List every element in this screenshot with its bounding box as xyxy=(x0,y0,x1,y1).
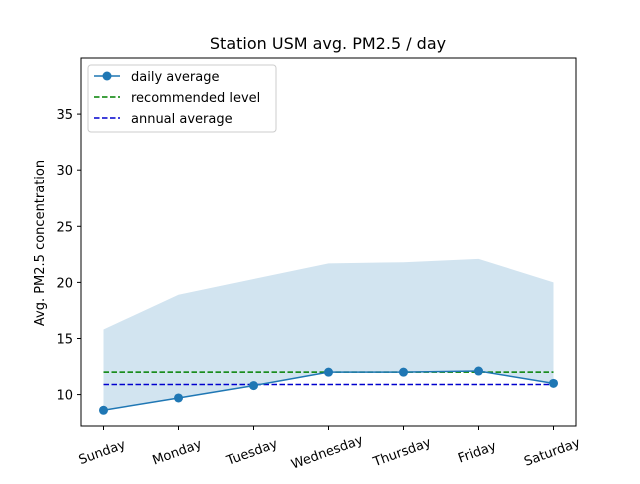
data-point-thursday xyxy=(399,367,408,377)
y-tick-label-35: 35 xyxy=(56,108,73,123)
data-point-tuesday xyxy=(249,381,258,391)
legend-marker-daily-average xyxy=(102,71,112,81)
y-tick-label-15: 15 xyxy=(56,332,73,347)
legend-entry-annual-average: annual average xyxy=(94,112,233,127)
legend-entry-daily-average: daily average xyxy=(94,70,220,85)
y-tick-label-20: 20 xyxy=(56,276,73,291)
y-tick-label-25: 25 xyxy=(56,220,73,235)
y-tick-label-30: 30 xyxy=(56,164,73,179)
legend-label-daily-average: daily average xyxy=(131,70,220,85)
plot-frame xyxy=(80,57,577,427)
data-point-saturday xyxy=(549,378,558,388)
data-point-wednesday xyxy=(324,367,333,377)
legend-label-annual-average: annual average xyxy=(131,112,233,127)
legend-box xyxy=(87,64,277,133)
data-point-monday xyxy=(174,393,183,403)
chart-title: Station USM avg. PM2.5 / day xyxy=(210,34,446,53)
y-tick-label-10: 10 xyxy=(56,389,73,404)
legend-label-recommended-level: recommended level xyxy=(131,91,260,106)
y-axis-label: Avg. PM2.5 concentration xyxy=(33,160,48,326)
legend-entry-recommended-level: recommended level xyxy=(94,91,260,106)
data-point-sunday xyxy=(99,405,108,415)
data-point-friday xyxy=(474,366,483,376)
legend: daily average recommended level annual a… xyxy=(87,64,277,133)
